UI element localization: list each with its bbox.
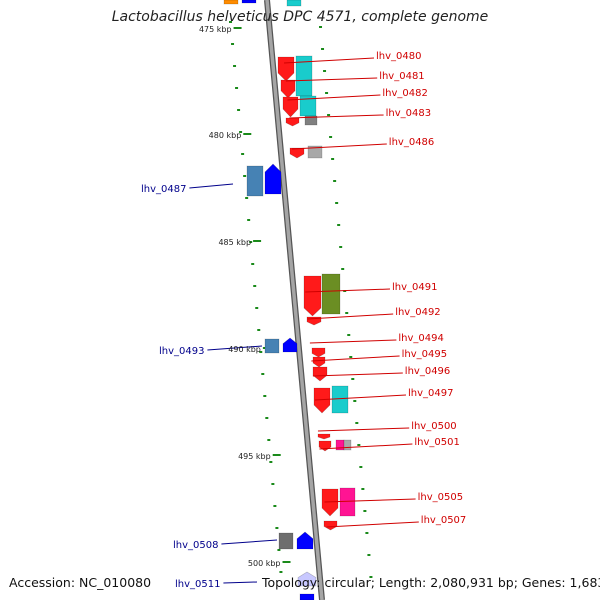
gene-feature-lhv-0481: [280, 79, 296, 99]
gene-label-right: lhv_0505: [418, 492, 463, 503]
label-leader-line: [289, 114, 384, 119]
gene-label-right: lhv_0481: [379, 71, 424, 82]
gene-feature: [241, 0, 257, 4]
label-leader-line: [305, 288, 391, 293]
gene-feature-lhv-0505: [321, 488, 339, 517]
label-leader-line: [189, 183, 234, 189]
gene-label-right: lhv_0494: [398, 333, 443, 344]
gene-feature-gray: [304, 115, 318, 126]
gene-label-left: lhv_0493: [159, 346, 204, 357]
sequence-axis: [265, 0, 324, 600]
label-leader-line: [284, 57, 375, 64]
gene-feature-steel: [246, 165, 264, 197]
label-leader-line: [287, 94, 381, 101]
gene-feature-lhv-0491: [303, 275, 322, 317]
gene-feature-lhv-0486: [289, 147, 305, 159]
gene-feature-lhv-0493: [282, 337, 298, 353]
gene-feature-lhv-0496: [312, 366, 328, 382]
gene-label-right: lhv_0491: [392, 282, 437, 293]
label-leader-line: [223, 581, 258, 584]
gene-feature-lhv-0480: [277, 56, 295, 82]
scale-label: 500 kbp: [248, 559, 281, 568]
gene-label-right: lhv_0483: [386, 108, 431, 119]
label-leader-line: [285, 77, 378, 82]
label-leader-line: [307, 313, 394, 320]
topology-text: Topology: circular; Length: 2,080,931 bp…: [262, 575, 600, 590]
label-leader-line: [291, 143, 387, 150]
scale-label: 495 kbp: [238, 452, 271, 461]
gene-label-right: lhv_0482: [382, 88, 427, 99]
gene-feature: [299, 593, 315, 600]
gene-feature-gray: [307, 145, 323, 159]
gene-label-right: lhv_0480: [376, 51, 421, 62]
label-leader-line: [324, 498, 416, 503]
gene-feature-steel: [264, 338, 280, 354]
gene-feature: [223, 0, 239, 5]
label-leader-line: [207, 345, 263, 351]
gene-label-left: lhv_0508: [173, 540, 218, 551]
gene-feature-lhv-0482: [282, 96, 299, 118]
gene-feature-lhv-0494: [311, 347, 326, 358]
gene-label-right: lhv_0501: [414, 437, 459, 448]
label-leader-line: [312, 372, 403, 377]
label-leader-line: [326, 521, 419, 528]
label-leader-line: [319, 443, 413, 450]
scale-label: 480 kbp: [209, 131, 242, 140]
gene-feature-magenta: [339, 487, 356, 517]
gene-feature-lhv-0495: [312, 356, 326, 368]
gene-label-right: lhv_0507: [421, 515, 466, 526]
gene-label-right: lhv_0497: [408, 388, 453, 399]
gene-feature-gray: [278, 532, 294, 550]
gene-label-right: lhv_0495: [402, 349, 447, 360]
scale-label: 490 kbp: [228, 345, 261, 354]
gene-feature-lhv-0483: [285, 117, 300, 127]
label-leader-line: [309, 339, 397, 344]
gene-feature-lhv-0500: [317, 433, 331, 440]
gene-feature-lhv-0501: [318, 440, 332, 452]
scale-label: 475 kbp: [199, 25, 232, 34]
genome-title: Lactobacillus helveticus DPC 4571, compl…: [111, 9, 489, 25]
accession-text: Accession: NC_010080: [9, 575, 152, 590]
gene-feature-lhv-0497: [313, 387, 331, 414]
gene-feature-lhv-0507: [323, 520, 338, 531]
gene-label-right: lhv_0500: [411, 421, 456, 432]
scale-label: 485 kbp: [218, 238, 251, 247]
gene-label-right: lhv_0486: [389, 137, 434, 148]
gene-feature-lhv-0508: [296, 531, 314, 550]
gene-label-left: lhv_0511: [175, 579, 220, 590]
gene-feature: [286, 0, 302, 7]
label-leader-line: [317, 427, 410, 432]
gene-feature-lhv-0487: [264, 163, 282, 195]
gene-feature-lhv-0511: [297, 571, 317, 587]
gene-label-right: lhv_0496: [405, 366, 450, 377]
gene-feature-gray: [343, 439, 352, 451]
label-leader-line: [221, 539, 278, 545]
gene-label-left: lhv_0487: [141, 184, 186, 195]
label-leader-line: [314, 394, 407, 401]
label-leader-line: [311, 355, 400, 362]
gene-feature-cyan: [331, 385, 349, 414]
gene-feature-olive: [321, 273, 341, 315]
gene-label-right: lhv_0492: [395, 307, 440, 318]
